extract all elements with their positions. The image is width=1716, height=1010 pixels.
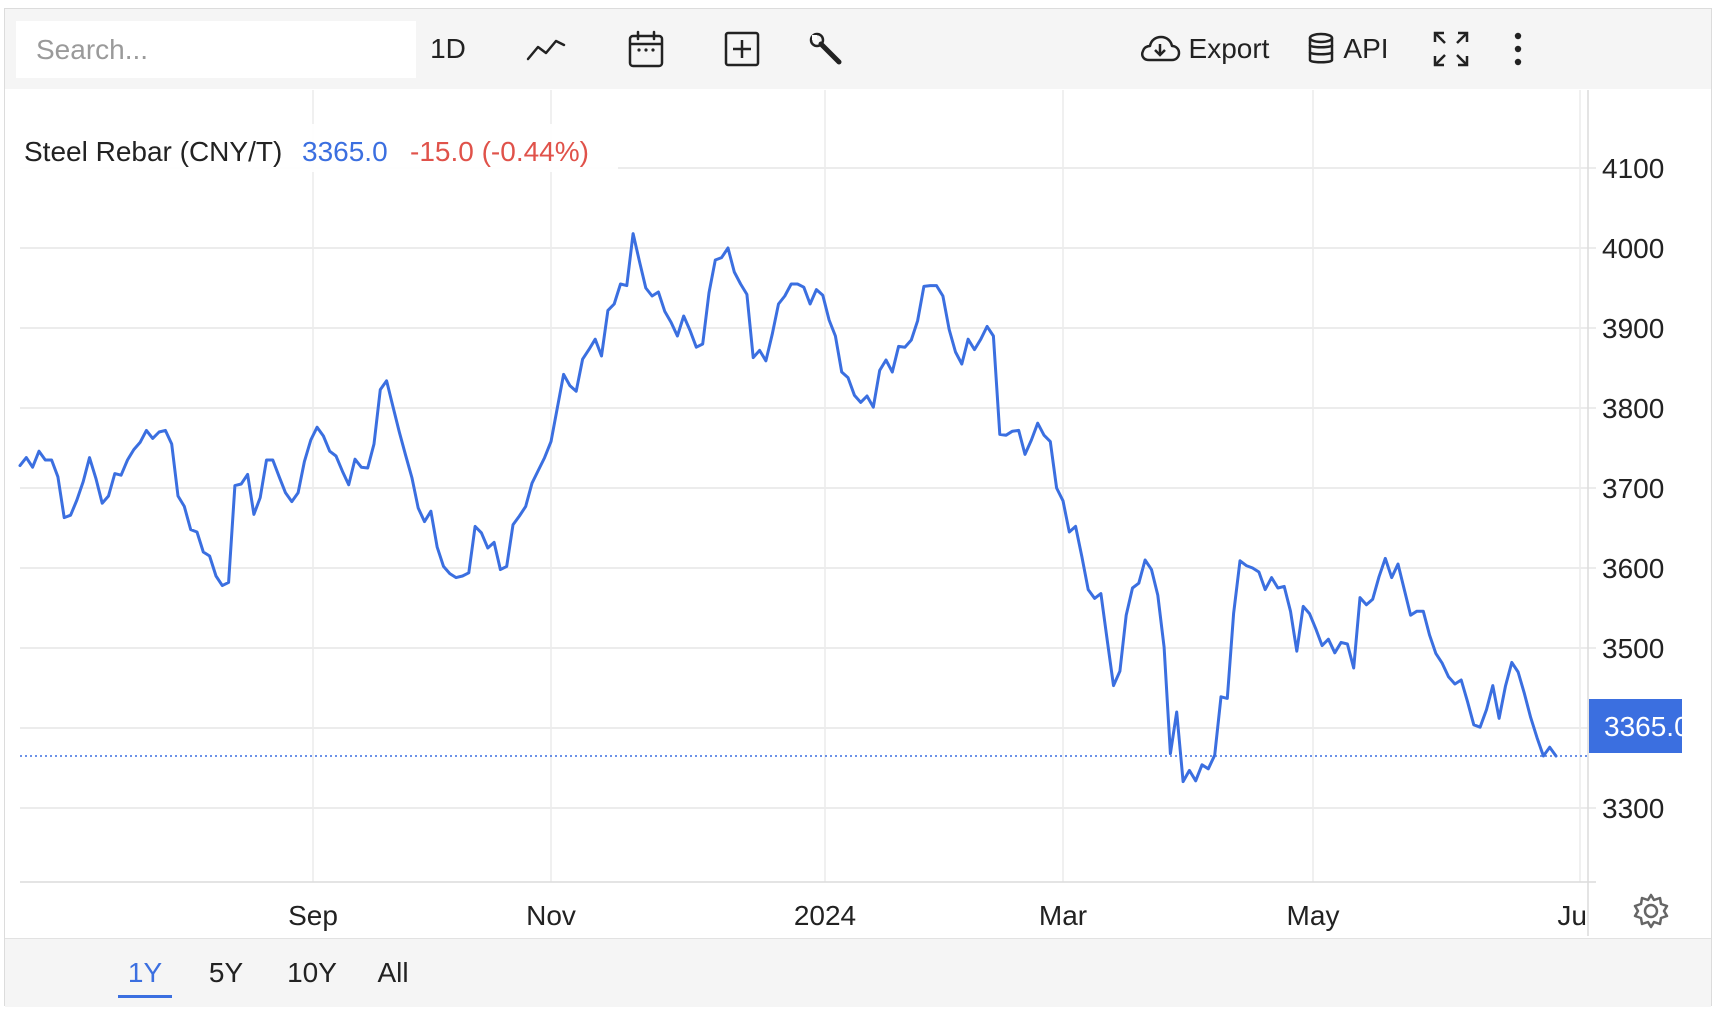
fullscreen-icon bbox=[1433, 31, 1469, 67]
last-price-label: 3365.0 bbox=[1604, 711, 1690, 742]
api-label: API bbox=[1343, 33, 1389, 64]
last-price-badge bbox=[1589, 699, 1682, 753]
y-tick-label: 3600 bbox=[1602, 553, 1664, 584]
calendar-button[interactable] bbox=[626, 25, 666, 73]
search-input[interactable] bbox=[16, 21, 416, 78]
export-button[interactable]: Export bbox=[1136, 25, 1272, 73]
range-5y-label: 5Y bbox=[208, 957, 244, 988]
x-tick-label: 2024 bbox=[794, 900, 856, 931]
legend-price: 3365.0 bbox=[302, 136, 388, 167]
interval-button[interactable]: 1D bbox=[420, 25, 476, 73]
chart-line-layer bbox=[18, 232, 1588, 784]
chart-type-button[interactable] bbox=[524, 25, 568, 73]
api-button[interactable]: API bbox=[1306, 25, 1390, 73]
y-tick-label: 4100 bbox=[1602, 153, 1664, 184]
y-tick-label: 4000 bbox=[1602, 233, 1664, 264]
y-tick-label: 3500 bbox=[1602, 633, 1664, 664]
y-axis: 330034003500360037003800390040004100 bbox=[1602, 153, 1664, 824]
fullscreen-button[interactable] bbox=[1430, 25, 1472, 73]
x-axis: Sep Nov 2024 Mar May Jun bbox=[288, 900, 1602, 931]
y-tick-label: 3700 bbox=[1602, 473, 1664, 504]
cloud-download-icon bbox=[1140, 35, 1180, 62]
legend-background bbox=[18, 124, 618, 172]
x-tick-label: Nov bbox=[526, 900, 576, 931]
range-bar: 1Y 5Y 10Y All bbox=[5, 938, 1711, 1007]
x-tick-label: May bbox=[1287, 900, 1340, 931]
price-series-line bbox=[18, 232, 1558, 784]
y-tick-label: 3300 bbox=[1602, 793, 1664, 824]
calendar-icon bbox=[628, 30, 664, 68]
more-menu-button[interactable] bbox=[1506, 25, 1530, 73]
wrench-icon bbox=[809, 32, 842, 65]
export-label: Export bbox=[1188, 33, 1270, 64]
more-vertical-icon bbox=[1514, 32, 1522, 66]
range-10y-label: 10Y bbox=[287, 957, 337, 988]
chart-frame bbox=[4, 8, 1712, 1006]
chart-grid bbox=[20, 90, 1596, 936]
range-all-label: All bbox=[377, 957, 409, 988]
plus-box-icon bbox=[724, 31, 760, 67]
range-5y-button[interactable]: 5Y bbox=[203, 951, 249, 995]
legend-change: -15.0 (-0.44%) bbox=[410, 136, 589, 167]
range-1y-label: 1Y bbox=[127, 957, 163, 988]
x-tick-label: Mar bbox=[1039, 900, 1087, 931]
settings-gear-icon[interactable] bbox=[1632, 892, 1670, 930]
x-tick-label: Sep bbox=[288, 900, 338, 931]
y-tick-label: 3800 bbox=[1602, 393, 1664, 424]
line-chart-icon bbox=[526, 39, 566, 61]
add-indicator-button[interactable] bbox=[722, 25, 762, 73]
range-1y-button[interactable]: 1Y bbox=[118, 951, 172, 998]
x-tick-label: Jun bbox=[1557, 900, 1602, 931]
database-icon bbox=[1309, 32, 1334, 64]
range-10y-button[interactable]: 10Y bbox=[281, 951, 343, 995]
y-tick-label: 3900 bbox=[1602, 313, 1664, 344]
tools-button[interactable] bbox=[806, 25, 846, 73]
range-all-button[interactable]: All bbox=[371, 951, 415, 995]
legend-symbol-name: Steel Rebar (CNY/T) bbox=[24, 136, 282, 167]
interval-label: 1D bbox=[430, 33, 466, 64]
